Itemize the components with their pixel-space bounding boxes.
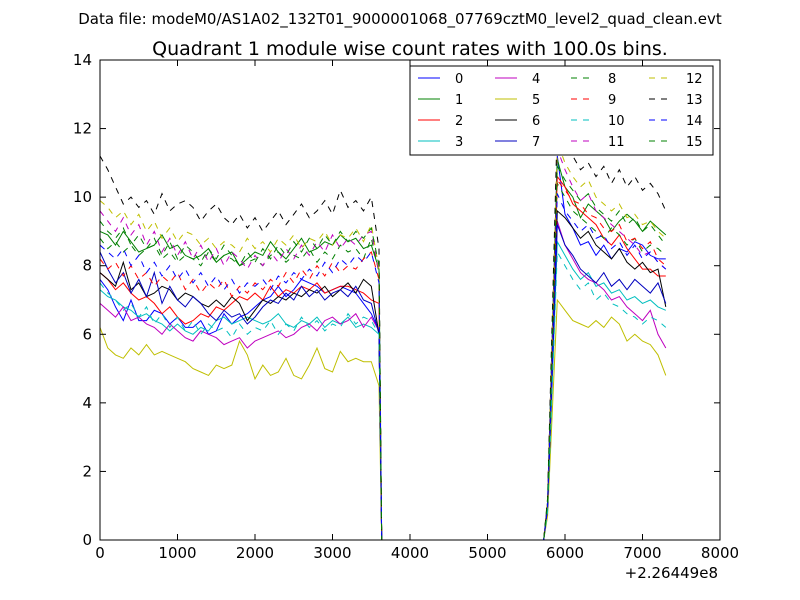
x-tick-label: 5000 [468, 544, 506, 562]
legend-label-11: 11 [608, 135, 625, 150]
legend-label-2: 2 [455, 114, 463, 129]
x-offset-label: +2.26449e8 [625, 564, 718, 582]
x-tick-label: 8000 [701, 544, 739, 562]
legend-label-6: 6 [532, 114, 540, 129]
chart-title: Quadrant 1 module wise count rates with … [152, 38, 668, 60]
series-line-7 [99, 224, 667, 541]
x-tick-label: 0 [95, 544, 105, 562]
y-tick-label: 12 [73, 120, 92, 138]
plot-series-group [99, 121, 667, 541]
x-tick-label: 7000 [623, 544, 661, 562]
y-tick-label: 4 [82, 394, 92, 412]
x-tick-label: 2000 [236, 544, 274, 562]
chart-suptitle: Data file: modeM0/AS1A02_132T01_90000010… [78, 10, 722, 29]
legend-label-12: 12 [686, 72, 703, 87]
legend-label-9: 9 [608, 93, 616, 108]
series-line-15 [99, 164, 667, 541]
plot-frame [99, 59, 721, 541]
legend-label-1: 1 [455, 93, 463, 108]
series-line-12 [99, 142, 667, 541]
series-line-13 [99, 121, 667, 541]
y-tick-label: 10 [73, 188, 92, 206]
legend-label-7: 7 [532, 135, 540, 150]
y-tick-label: 6 [82, 325, 92, 343]
series-line-5 [99, 298, 667, 541]
legend-label-5: 5 [532, 93, 540, 108]
series-line-3 [99, 239, 666, 541]
series-line-6 [99, 209, 667, 541]
series-line-11 [99, 148, 667, 541]
series-line-2 [99, 175, 666, 541]
series-line-10 [99, 250, 667, 541]
series-line-14 [99, 193, 667, 541]
series-line-9 [99, 178, 667, 541]
legend-label-0: 0 [455, 72, 463, 87]
y-tick-label: 14 [73, 51, 92, 69]
x-tick-label: 1000 [158, 544, 196, 562]
axis-ticks: 0 1000 2000 3000 4000 5000 6000 7000 80000246810… [73, 51, 739, 562]
y-tick-label: 0 [82, 531, 92, 549]
legend-label-13: 13 [686, 93, 703, 108]
series-line-0 [99, 155, 666, 541]
legend-label-8: 8 [608, 72, 616, 87]
y-tick-label: 2 [82, 462, 92, 480]
legend-label-15: 15 [686, 135, 703, 150]
x-tick-label: 4000 [391, 544, 429, 562]
legend-label-14: 14 [686, 114, 703, 129]
x-tick-label: 6000 [546, 544, 584, 562]
legend-label-3: 3 [455, 135, 463, 150]
legend-box [409, 65, 714, 156]
series-line-1 [99, 159, 667, 541]
y-tick-label: 8 [82, 257, 92, 275]
legend-label-10: 10 [608, 114, 625, 129]
x-tick-label: 3000 [313, 544, 351, 562]
legend-label-4: 4 [532, 72, 540, 87]
